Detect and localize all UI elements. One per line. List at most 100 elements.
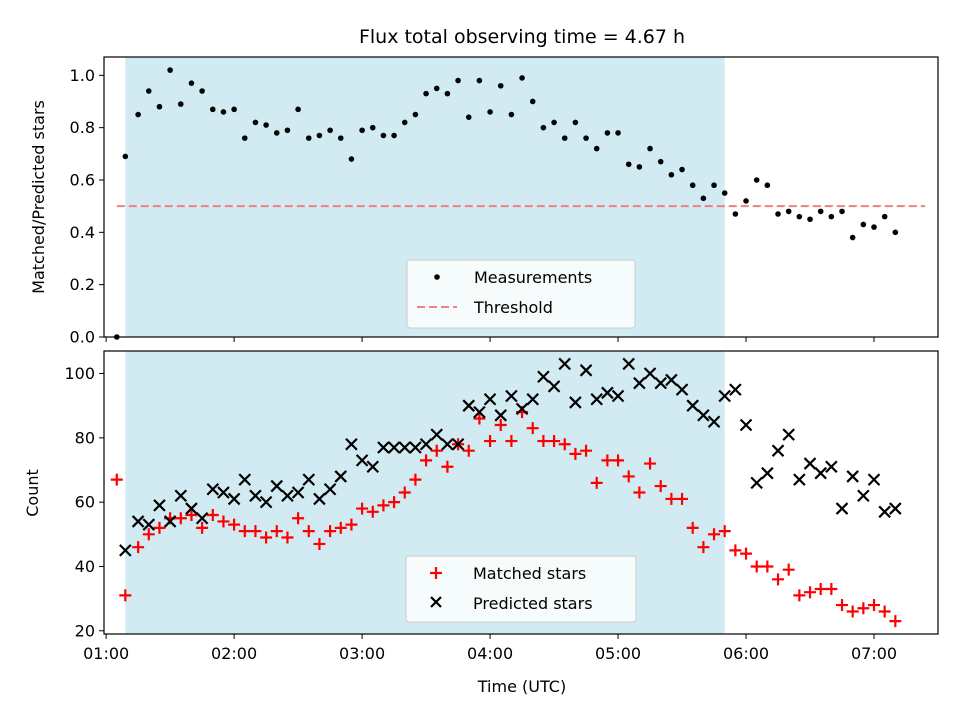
- measurement-point: [860, 221, 867, 228]
- measurement-point: [625, 161, 632, 168]
- predicted-star-point: [718, 389, 731, 403]
- matched-star-point: [868, 599, 881, 612]
- matched-star-point: [302, 525, 315, 538]
- matched-star-point: [836, 599, 849, 612]
- y-tick-label: 0.0: [70, 328, 95, 347]
- measurement-point: [199, 88, 205, 94]
- measurement-point: [369, 124, 376, 131]
- measurement-point: [647, 145, 653, 152]
- measurement-point: [455, 77, 461, 84]
- measurement-point: [220, 109, 227, 115]
- matched-star-point: [334, 521, 347, 534]
- measurement-point: [348, 156, 355, 162]
- predicted-star-point: [238, 473, 252, 486]
- matched-star-point: [270, 525, 283, 538]
- predicted-star-point: [142, 518, 156, 531]
- predicted-star-point: [366, 460, 380, 474]
- predicted-star-point: [526, 392, 540, 406]
- predicted-star-point: [835, 502, 849, 515]
- matched-star-point: [686, 521, 699, 534]
- y-tick-label: 80: [75, 428, 95, 447]
- matched-star-point: [366, 505, 379, 518]
- matched-star-point: [676, 492, 689, 505]
- predicted-star-point: [878, 505, 891, 519]
- predicted-star-point: [451, 437, 465, 451]
- measurement-point: [764, 182, 771, 189]
- measurement-point: [593, 145, 600, 152]
- x-tick-label: 02:00: [211, 644, 257, 663]
- predicted-star-point: [419, 437, 433, 451]
- predicted-star-point: [665, 373, 678, 387]
- matched-star-point: [377, 499, 390, 512]
- ratio-panel-ylabel: Matched/Predicted stars: [29, 100, 48, 294]
- count-panel-ylabel: Count: [23, 469, 42, 517]
- matched-star-point: [601, 454, 614, 467]
- predicted-star-point: [622, 357, 635, 371]
- predicted-star-point: [814, 466, 827, 480]
- measurement-point: [327, 127, 333, 134]
- predicted-star-point: [259, 495, 273, 509]
- matched-star-point: [558, 438, 571, 451]
- x-tick-label: 01:00: [83, 644, 129, 663]
- predicted-star-point: [206, 483, 220, 496]
- predicted-star-point: [739, 418, 753, 432]
- measurement-point: [444, 90, 451, 97]
- predicted-star-point: [227, 492, 241, 506]
- measurement-point: [380, 132, 387, 139]
- measurement-point: [636, 164, 643, 170]
- measurement-point: [177, 101, 184, 107]
- predicted-star-point: [654, 376, 667, 390]
- matched-star-point: [238, 525, 251, 538]
- ratio-panel-ticks: 0.0 0.2 0.4 0.6 0.8 1.0: [70, 66, 875, 347]
- legend-predicted-marker: [430, 596, 442, 608]
- matched-star-point: [281, 531, 294, 544]
- matched-star-point: [804, 586, 817, 599]
- matched-star-point: [249, 525, 262, 538]
- measurement-point: [145, 88, 152, 94]
- matched-star-point: [622, 470, 635, 483]
- ratio-panel-frame: [103, 56, 939, 338]
- predicted-star-point: [515, 402, 529, 416]
- count-panel-marks: [110, 357, 902, 628]
- predicted-star-point: [558, 357, 572, 371]
- predicted-star-point: [729, 383, 742, 396]
- count-legend: Matched stars Predicted stars: [405, 555, 637, 623]
- predicted-star-point: [537, 370, 550, 384]
- ratio-legend: Measurements Threshold: [406, 259, 636, 329]
- predicted-star-point: [483, 392, 497, 406]
- matched-star-point: [740, 547, 753, 560]
- count-panel: 20 40 60 80 100 01:00 02:00 03:00 04:00 05:00 06:0…: [23, 350, 939, 696]
- matched-star-point: [398, 486, 411, 499]
- measurement-point: [540, 124, 547, 131]
- predicted-star-point: [270, 479, 284, 493]
- ratio-legend-box: [406, 259, 636, 329]
- predicted-star-point: [633, 376, 646, 390]
- y-tick-label: 0.2: [70, 275, 95, 294]
- x-tick-label: 07:00: [851, 644, 897, 663]
- predicted-star-point: [675, 383, 689, 396]
- measurement-point: [529, 98, 536, 105]
- predicted-star-point: [430, 428, 444, 441]
- matched-star-point: [484, 435, 497, 448]
- predicted-star-point: [323, 483, 337, 496]
- predicted-star-point: [153, 499, 166, 512]
- measurement-point: [551, 119, 557, 126]
- measurement-point: [167, 67, 173, 73]
- measurement-point: [604, 130, 611, 136]
- measurement-point: [583, 135, 589, 141]
- predicted-star-point: [793, 473, 806, 486]
- measurement-point: [241, 135, 248, 141]
- predicted-star-point: [867, 473, 881, 486]
- ratio-panel: 0.0 0.2 0.4 0.6 0.8 1.0 Matched/Predicted sta…: [29, 56, 939, 347]
- count-legend-box: [405, 555, 637, 623]
- measurement-point: [519, 75, 525, 81]
- measurement-point: [209, 106, 216, 113]
- matched-star-point: [846, 605, 859, 618]
- matched-star-point: [174, 512, 187, 525]
- matched-star-point: [761, 560, 774, 573]
- matched-star-point: [612, 454, 625, 467]
- measurement-point: [849, 234, 856, 241]
- measurement-point: [231, 106, 237, 113]
- matched-star-point: [548, 435, 561, 448]
